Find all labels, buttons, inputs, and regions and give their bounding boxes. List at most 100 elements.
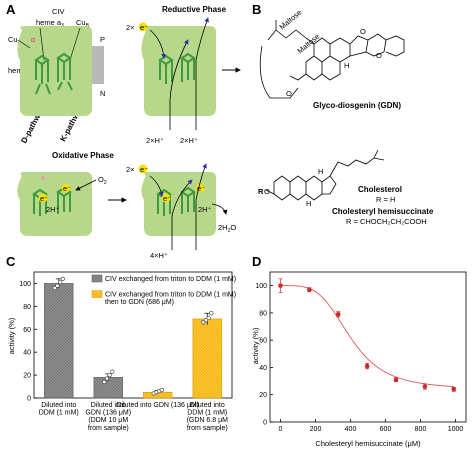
y-tick-label: 80 bbox=[23, 304, 31, 311]
replicate-point bbox=[60, 276, 65, 281]
svg-text:e⁻: e⁻ bbox=[140, 165, 148, 174]
cub-label: CuB bbox=[76, 18, 90, 29]
legend-entry: CIV exchanged from triton to DDM (1 mM) bbox=[105, 276, 236, 283]
heme-group-1 bbox=[34, 52, 73, 95]
data-point bbox=[278, 283, 283, 288]
plot-frame bbox=[33, 271, 233, 399]
r-group-label: R bbox=[258, 187, 264, 196]
replicate-point bbox=[206, 315, 211, 320]
membrane-complex-4 bbox=[141, 172, 216, 236]
membrane-bilayer-band bbox=[92, 46, 104, 84]
svg-text:O: O bbox=[264, 187, 270, 196]
x-tick-label: 800 bbox=[415, 426, 427, 433]
membrane-complex-2 bbox=[141, 26, 216, 116]
oxidative-2h-label: 2H⁺ bbox=[46, 205, 60, 214]
oxidative-2h-label-b: 2H⁺ bbox=[198, 205, 212, 214]
replicate-point bbox=[104, 376, 110, 381]
water-label: 2H2O bbox=[218, 223, 236, 234]
svg-text:O: O bbox=[376, 51, 382, 60]
data-point bbox=[364, 363, 370, 369]
replicate-point bbox=[102, 379, 107, 385]
replicate-point bbox=[58, 280, 63, 285]
replicate-point bbox=[159, 387, 164, 393]
electron-icon bbox=[61, 183, 71, 193]
civ-label: CIV bbox=[52, 7, 65, 16]
svg-text:O: O bbox=[360, 27, 366, 36]
y-tick-label: 0 bbox=[27, 396, 31, 403]
legend-entry: then to GDN (686 μM) bbox=[105, 299, 174, 306]
y-tick-label: 100 bbox=[255, 283, 267, 290]
p-side-label: P bbox=[100, 35, 105, 44]
heme-group-2 bbox=[158, 52, 196, 84]
category-label: (DDM 10 μM bbox=[88, 417, 128, 424]
membrane-complex-1 bbox=[17, 26, 92, 116]
replicate-point bbox=[203, 318, 209, 323]
reductive-protons-a: 2×H⁺ bbox=[146, 136, 164, 145]
cua-site bbox=[30, 37, 36, 43]
replicate-point bbox=[55, 283, 60, 288]
data-point bbox=[307, 287, 312, 293]
svg-text:H: H bbox=[318, 167, 323, 176]
maltose-label-2: Maltose bbox=[296, 32, 322, 56]
cholesterol-structure bbox=[265, 149, 385, 201]
legend-swatch-yellow bbox=[91, 290, 103, 298]
y-tick-label: 40 bbox=[259, 365, 267, 372]
x-tick-label: 600 bbox=[380, 426, 392, 433]
reductive-electrons-label: 2× bbox=[126, 23, 135, 32]
electron-icon bbox=[38, 193, 48, 203]
svg-text:e⁻: e⁻ bbox=[163, 194, 171, 203]
category-label: Diluted into bbox=[41, 402, 76, 409]
x-tick-label: 0 bbox=[279, 426, 283, 433]
x-tick-label: 1000 bbox=[448, 426, 464, 433]
fit-curve bbox=[280, 285, 454, 388]
category-label: DDM (1 mM) bbox=[187, 410, 227, 417]
o2-label: O2 bbox=[98, 175, 107, 186]
replicate-point bbox=[110, 369, 115, 374]
cholesterol-r-def: R = H bbox=[376, 195, 395, 204]
svg-text:e⁻: e⁻ bbox=[40, 194, 48, 203]
x-tick-label: 400 bbox=[345, 426, 357, 433]
category-label: DDM (1 mM) bbox=[39, 410, 79, 417]
cholesterol-title: Cholesterol bbox=[358, 185, 402, 194]
oxidative-electrons-label: 2× bbox=[126, 165, 135, 174]
y-tick-label: 20 bbox=[259, 392, 267, 399]
chs-title: Cholesteryl hemisuccinate bbox=[332, 207, 434, 216]
oxidative-phase-title: Oxidative Phase bbox=[52, 151, 114, 160]
data-point bbox=[422, 384, 428, 389]
electron-icon bbox=[138, 22, 148, 32]
gdn-title: Glyco-diosgenin (GDN) bbox=[313, 101, 401, 110]
svg-text:H: H bbox=[344, 61, 349, 70]
replicate-point bbox=[201, 320, 206, 325]
category-label: GDN (136 μM) bbox=[85, 410, 131, 417]
replicate-point bbox=[209, 311, 214, 316]
svg-text:H: H bbox=[306, 199, 311, 208]
replicate-point bbox=[107, 372, 112, 378]
category-label: (GDN 6.8 μM bbox=[187, 417, 229, 424]
x-tick-label: 200 bbox=[310, 426, 322, 433]
category-label: from sample) bbox=[187, 425, 228, 432]
bar-1 bbox=[44, 283, 74, 399]
maltose-label-1: Maltose bbox=[278, 8, 304, 32]
y-tick-label: 100 bbox=[19, 281, 31, 288]
data-point bbox=[335, 311, 341, 317]
data-point bbox=[451, 386, 457, 392]
panel-label-b: B bbox=[252, 2, 261, 17]
chs-titration-chart: activity (%) Cholesteryl hemisuccinate (… bbox=[251, 271, 467, 448]
gdn-structure bbox=[259, 20, 405, 99]
data-point bbox=[393, 377, 399, 383]
reductive-phase-title: Reductive Phase bbox=[162, 5, 227, 14]
legend-swatch-gray bbox=[91, 274, 103, 283]
y-axis-label: activity (%) bbox=[251, 327, 260, 364]
y-tick-label: 60 bbox=[259, 338, 267, 345]
electron-icon bbox=[161, 193, 171, 203]
bar-4 bbox=[192, 318, 222, 399]
y-tick-label: 20 bbox=[23, 373, 31, 380]
replicate-point bbox=[52, 285, 57, 291]
category-label: Diluted into bbox=[190, 402, 225, 409]
category-label: from sample) bbox=[88, 425, 129, 432]
membrane-complex-3 bbox=[17, 172, 92, 236]
heme-group-4 bbox=[156, 186, 196, 216]
gdn-oxygen-label: O bbox=[286, 89, 292, 98]
